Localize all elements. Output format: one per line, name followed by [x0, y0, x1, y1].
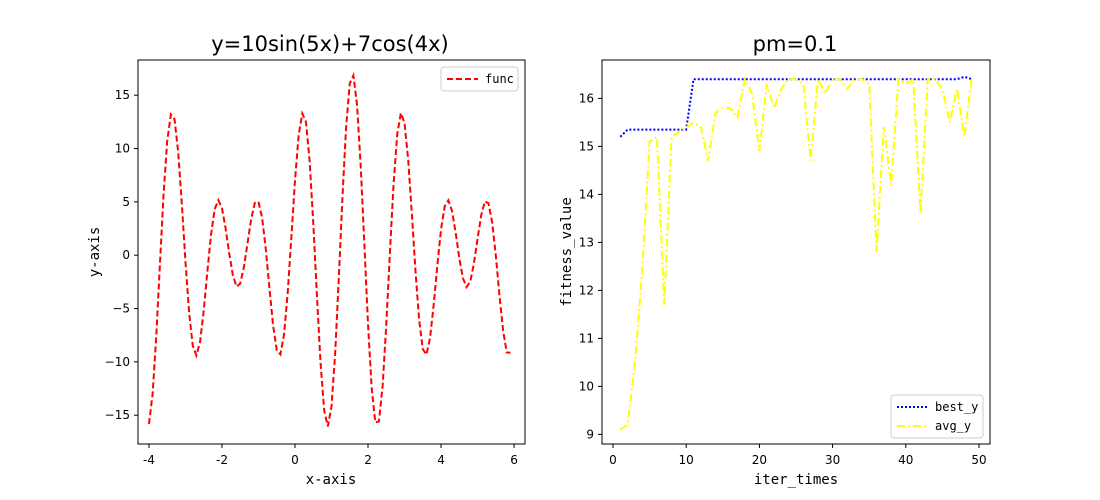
x-tick-label: 10 [679, 453, 694, 467]
chart-func-xlabel: x-axis [306, 472, 357, 488]
chart-func-ticks: -4 -2 0 2 4 6 −15 −10 −5 0 5 10 15 [105, 88, 518, 467]
x-tick-label: 50 [971, 453, 986, 467]
x-tick-label: -2 [216, 453, 228, 467]
y-tick-label: 14 [579, 187, 594, 201]
chart-func-legend: func [440, 66, 519, 92]
y-tick-label: 16 [579, 91, 594, 105]
chart-fitness-ticks: 0 10 20 30 40 50 9 10 11 12 13 14 15 16 [579, 91, 987, 467]
chart-fitness-title: pm=0.1 [753, 32, 838, 56]
y-tick-label: 5 [122, 195, 130, 209]
chart-func-ylabel: y-axis [87, 227, 103, 278]
y-tick-label: −5 [112, 302, 130, 316]
x-tick-label: 0 [609, 453, 617, 467]
y-tick-label: 15 [579, 139, 594, 153]
x-tick-label: 40 [898, 453, 913, 467]
x-tick-label: 6 [510, 453, 518, 467]
chart-fitness-legend-box [890, 394, 984, 439]
series-line-func [147, 71, 511, 427]
y-tick-label: 11 [579, 331, 594, 345]
y-tick-label: −15 [105, 408, 130, 422]
series-line-avg_y [619, 75, 973, 431]
chart-func: y=10sin(5x)+7cos(4x) -4 -2 0 2 4 6 −15 −10 −5 0 5 1… [87, 32, 526, 488]
chart-fitness-plot-frame [601, 59, 991, 445]
chart-func-title: y=10sin(5x)+7cos(4x) [211, 32, 448, 56]
chart-fitness-lines [619, 75, 973, 431]
chart-fitness-xlabel: iter_times [754, 472, 838, 488]
series-line-best_y [619, 75, 973, 138]
x-tick-label: 4 [437, 453, 445, 467]
chart-fitness: pm=0.1 0 10 20 30 40 50 9 10 11 12 13 14 15 16 iter_t… [559, 32, 991, 488]
y-tick-label: 0 [122, 248, 130, 262]
x-tick-label: -4 [143, 453, 155, 467]
chart-func-legend-label-func: func [485, 72, 514, 86]
y-tick-label: −10 [105, 355, 130, 369]
y-tick-label: 12 [579, 283, 594, 297]
y-tick-label: 15 [115, 88, 130, 102]
y-tick-label: 10 [115, 142, 130, 156]
chart-fitness-legend: best_y avg_y [890, 394, 984, 439]
chart-func-plot-frame [137, 59, 526, 445]
x-tick-label: 0 [291, 453, 299, 467]
x-tick-label: 20 [752, 453, 767, 467]
chart-fitness-legend-label-avg_y: avg_y [935, 419, 971, 433]
x-tick-label: 30 [825, 453, 840, 467]
y-tick-label: 13 [579, 235, 594, 249]
x-tick-label: 2 [364, 453, 372, 467]
y-tick-label: 9 [586, 427, 594, 441]
chart-fitness-ylabel: fitness_value [559, 197, 575, 307]
chart-func-legend-box [440, 66, 519, 92]
chart-func-lines [147, 71, 511, 427]
chart-fitness-legend-label-best_y: best_y [935, 400, 978, 414]
y-tick-label: 10 [579, 379, 594, 393]
